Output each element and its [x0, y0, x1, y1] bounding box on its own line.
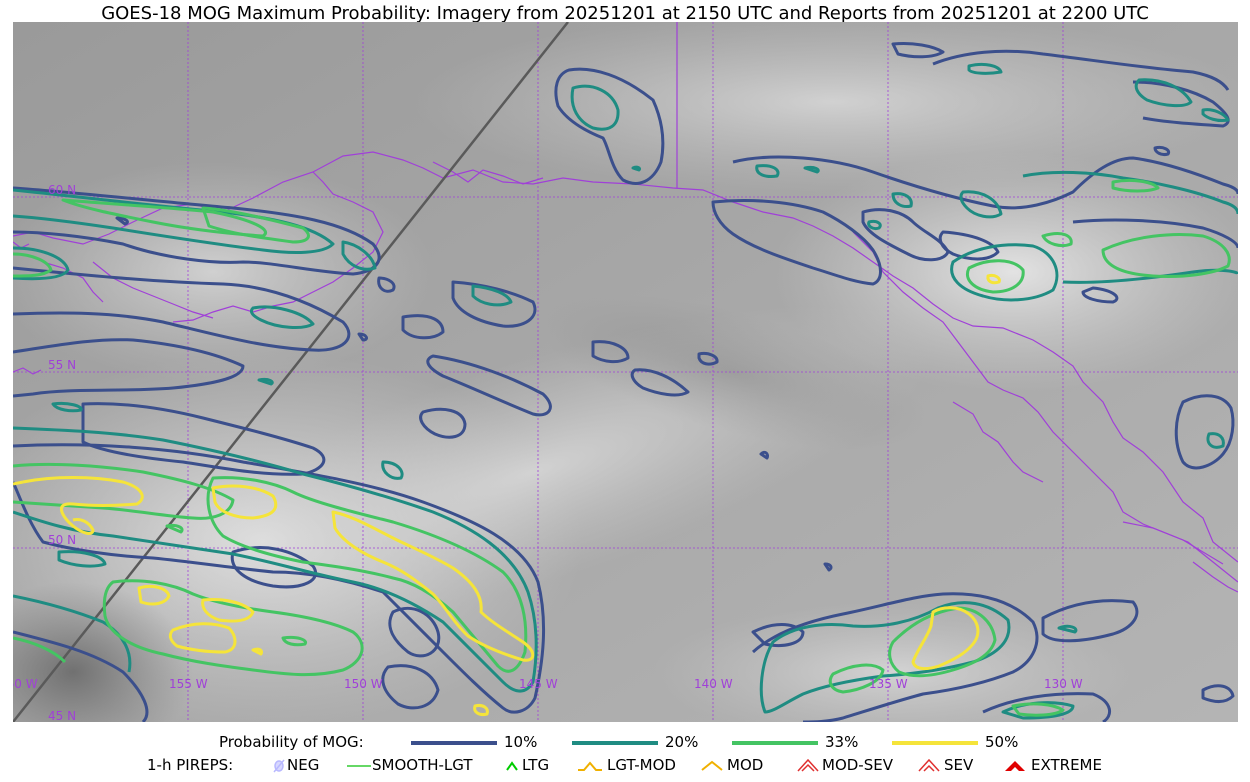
contour-20-percent	[13, 62, 1238, 720]
sev-pirep-icon	[918, 758, 940, 772]
lat-label-45: 45 N	[48, 709, 76, 722]
neg-pirep-icon	[273, 759, 285, 773]
extreme-pirep-icon	[1005, 761, 1025, 771]
lon-label-155: 155 W	[169, 677, 208, 691]
legend-label-50: 50%	[985, 733, 1019, 751]
lon-label-160: 160 W	[13, 677, 38, 691]
legend-pirep-mod: MOD	[727, 756, 764, 774]
legend-line-50	[892, 741, 978, 745]
legend-pirep-lgt-mod: LGT-MOD	[607, 756, 676, 774]
legend-pirep-extreme: EXTREME	[1031, 756, 1102, 774]
pireps-legend-title: 1-h PIREPS:	[147, 756, 234, 774]
legend-line-20	[572, 741, 658, 745]
lat-lon-grid	[13, 22, 1238, 722]
lon-label-150: 150 W	[344, 677, 383, 691]
lon-label-135: 135 W	[869, 677, 908, 691]
map-labels: 60 N 55 N 50 N 45 N 160 W 155 W 150 W 14…	[13, 183, 1083, 722]
chart-title: GOES-18 MOG Maximum Probability: Imagery…	[101, 3, 1149, 24]
legend-pirep-smooth-lgt: SMOOTH-LGT	[372, 756, 473, 774]
pireps-legend: 1-h PIREPS: NEG SMOOTH-LGT LTG LGT-MOD M…	[0, 756, 1250, 778]
lat-label-60: 60 N	[48, 183, 76, 197]
lat-label-55: 55 N	[48, 358, 76, 372]
legend-pirep-neg: NEG	[287, 756, 320, 774]
lon-label-145: 145 W	[519, 677, 558, 691]
lat-label-50: 50 N	[48, 533, 76, 547]
lon-label-140: 140 W	[694, 677, 733, 691]
contour-50-percent	[13, 274, 1001, 716]
mod-pirep-icon	[701, 760, 723, 771]
legend-label-20: 20%	[665, 733, 699, 751]
lgt-mod-pirep-icon	[578, 761, 602, 771]
legend-pirep-sev: SEV	[944, 756, 974, 774]
lon-label-130: 130 W	[1044, 677, 1083, 691]
legend-label-10: 10%	[504, 733, 538, 751]
smooth-lgt-pirep-icon	[347, 765, 371, 767]
legend-line-33	[732, 741, 818, 745]
coastline	[13, 22, 1238, 593]
satellite-map: 60 N 55 N 50 N 45 N 160 W 155 W 150 W 14…	[13, 22, 1238, 722]
ltg-pirep-icon	[506, 761, 518, 771]
legend-line-10	[411, 741, 497, 745]
probability-legend-title: Probability of MOG:	[219, 733, 364, 751]
contour-10-percent	[13, 42, 1238, 722]
probability-legend: Probability of MOG: 10% 20% 33% 50%	[0, 733, 1250, 753]
legend-label-33: 33%	[825, 733, 859, 751]
mod-sev-pirep-icon	[797, 758, 819, 772]
legend-pirep-ltg: LTG	[522, 756, 550, 774]
legend-pirep-mod-sev: MOD-SEV	[822, 756, 893, 774]
